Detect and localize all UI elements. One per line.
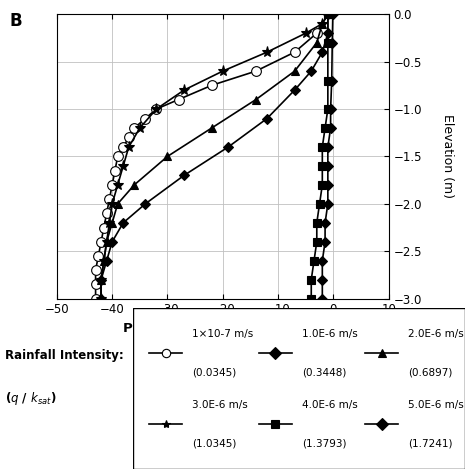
Text: 5.0E-6 m/s: 5.0E-6 m/s (408, 400, 464, 410)
Text: (1.3793): (1.3793) (302, 438, 346, 448)
Y-axis label: Elevation (m): Elevation (m) (441, 114, 455, 199)
Text: B: B (9, 12, 22, 30)
Text: 2.0E-6 m/s: 2.0E-6 m/s (408, 329, 464, 339)
Text: 3.0E-6 m/s: 3.0E-6 m/s (192, 400, 248, 410)
Text: (0.6897): (0.6897) (408, 367, 453, 378)
Text: (1.0345): (1.0345) (192, 438, 237, 448)
Text: 4.0E-6 m/s: 4.0E-6 m/s (302, 400, 358, 410)
Text: ($q$ / $k_{sat}$): ($q$ / $k_{sat}$) (5, 390, 56, 407)
Text: Rainfall Intensity:: Rainfall Intensity: (5, 349, 124, 362)
Text: 1×10-7 m/s: 1×10-7 m/s (192, 329, 254, 339)
Text: (1.7241): (1.7241) (408, 438, 453, 448)
X-axis label: Pore-Water Pressure (kPa): Pore-Water Pressure (kPa) (123, 322, 323, 335)
Text: 1.0E-6 m/s: 1.0E-6 m/s (302, 329, 358, 339)
Text: (0.3448): (0.3448) (302, 367, 346, 378)
Text: (0.0345): (0.0345) (192, 367, 237, 378)
